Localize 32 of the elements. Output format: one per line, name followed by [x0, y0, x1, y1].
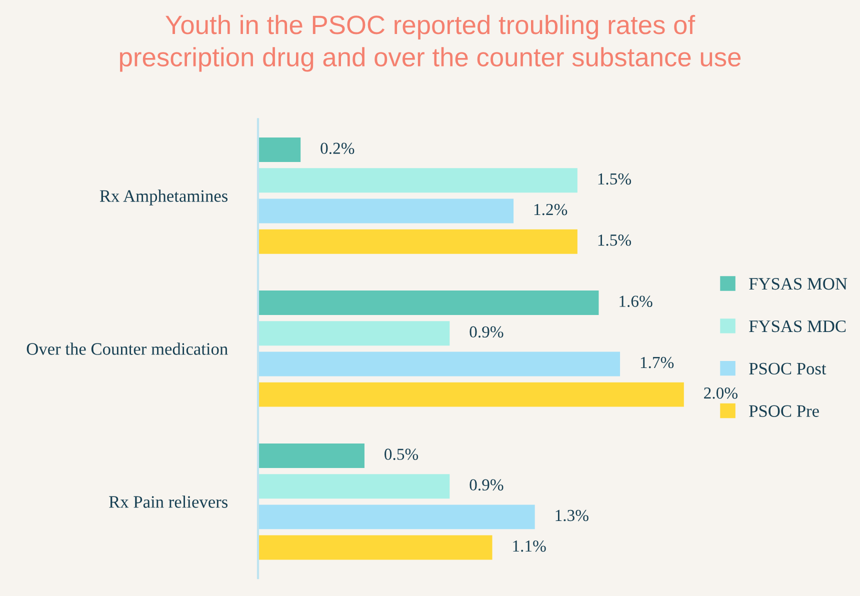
bar [258, 229, 578, 254]
bar [258, 321, 450, 346]
data-label: 1.1% [513, 540, 546, 552]
data-label: 0.9% [470, 479, 504, 491]
bar [258, 138, 301, 162]
data-label: 0.9% [470, 326, 504, 338]
bar [258, 535, 492, 560]
data-label: 0.2% [320, 142, 354, 154]
bar [258, 198, 514, 224]
bar [258, 474, 450, 499]
data-label: 1.5% [598, 173, 632, 185]
data-label: 1.7% [640, 356, 674, 368]
y-tick-label: Rx Pain relievers [109, 496, 228, 508]
chart-title: Youth in the PSOC reported troubling rates of prescription drug and over the counter substance use [120, 14, 741, 72]
legend-label: FYSAS MDC [749, 320, 846, 332]
data-label: 1.5% [598, 234, 632, 246]
legend-label: PSOC Post [749, 362, 826, 375]
data-label: 1.3% [556, 510, 588, 522]
bar [258, 290, 599, 316]
data-label: 2.0% [704, 387, 738, 399]
data-label: 0.5% [384, 448, 418, 460]
bar [258, 382, 684, 407]
bar [258, 168, 578, 193]
bar [258, 352, 620, 376]
bar [258, 444, 364, 468]
legend-label: PSOC Pre [749, 405, 819, 417]
data-label: 1.6% [620, 296, 652, 308]
legend-label: FYSAS MON [749, 278, 848, 290]
bar [258, 504, 535, 530]
y-tick-label: Rx Amphetamines [100, 190, 228, 206]
y-tick-label: Over the Counter medication [26, 342, 228, 355]
data-label: 1.2% [534, 204, 568, 216]
